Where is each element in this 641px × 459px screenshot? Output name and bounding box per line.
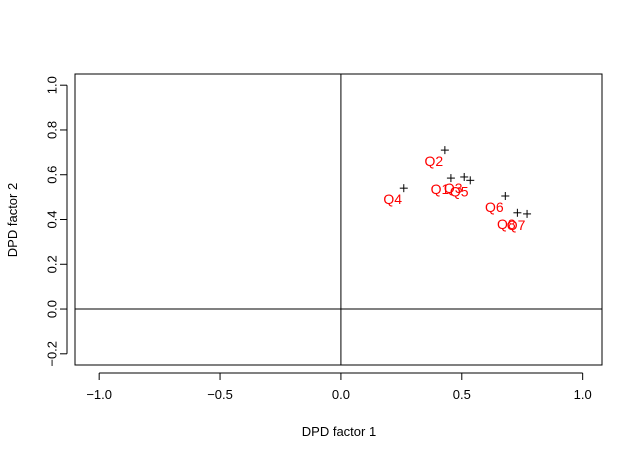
- y-tick-label: 0.8: [45, 121, 60, 139]
- point-label: Q6: [485, 199, 504, 215]
- y-axis-title: DPD factor 2: [5, 183, 20, 257]
- point-label: Q1: [431, 181, 450, 197]
- point-label: Q8: [497, 216, 516, 232]
- point-label: Q5: [450, 183, 469, 199]
- point-marker: [523, 209, 532, 218]
- y-tick-label: 0.6: [45, 166, 60, 184]
- point-marker: [501, 191, 510, 200]
- point-marker: [440, 146, 449, 155]
- point-label: Q2: [425, 153, 444, 169]
- point-marker: [466, 176, 475, 185]
- y-tick-label: 0.2: [45, 255, 60, 273]
- x-tick-label: 0.5: [453, 387, 471, 402]
- point-label: Q7: [507, 217, 526, 233]
- x-tick-label: 0.0: [332, 387, 350, 402]
- x-axis-title: DPD factor 1: [302, 424, 376, 439]
- y-tick-label: 0.0: [45, 300, 60, 318]
- point-marker: [460, 172, 469, 181]
- point-label: Q3: [444, 180, 463, 196]
- y-tick-label: 0.4: [45, 210, 60, 228]
- y-tick-label: −0.2: [45, 341, 60, 367]
- plot-frame: [74, 73, 603, 366]
- x-tick-label: 1.0: [574, 387, 592, 402]
- point-marker: [513, 208, 522, 217]
- x-tick-label: −1.0: [86, 387, 112, 402]
- y-tick-label: 1.0: [45, 76, 60, 94]
- point-label: Q4: [383, 191, 402, 207]
- point-marker: [399, 184, 408, 193]
- point-marker: [446, 174, 455, 183]
- x-tick-label: −0.5: [207, 387, 233, 402]
